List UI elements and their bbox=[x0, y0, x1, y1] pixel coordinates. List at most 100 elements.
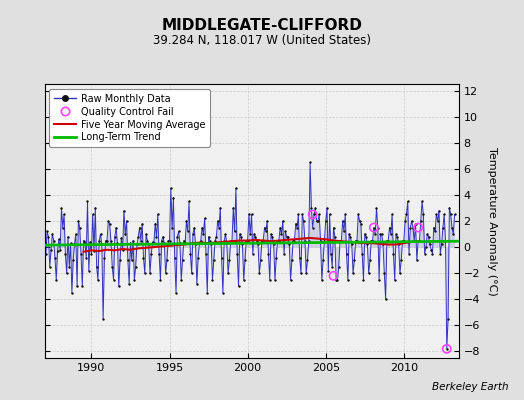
Point bbox=[137, 237, 145, 244]
Point bbox=[189, 231, 197, 237]
Point bbox=[67, 240, 75, 246]
Point bbox=[84, 267, 93, 274]
Point bbox=[99, 316, 107, 322]
Point bbox=[182, 218, 191, 224]
Point bbox=[405, 250, 413, 257]
Point bbox=[370, 224, 378, 231]
Point bbox=[439, 224, 447, 231]
Y-axis label: Temperature Anomaly (°C): Temperature Anomaly (°C) bbox=[486, 147, 497, 295]
Point bbox=[228, 237, 236, 244]
Point bbox=[210, 257, 218, 263]
Point bbox=[147, 250, 156, 257]
Point bbox=[51, 254, 59, 261]
Point bbox=[115, 283, 123, 290]
Point bbox=[332, 276, 340, 283]
Point bbox=[86, 239, 94, 245]
Point bbox=[237, 234, 245, 240]
Point bbox=[180, 237, 188, 244]
Text: 39.284 N, 118.017 W (United States): 39.284 N, 118.017 W (United States) bbox=[153, 34, 371, 47]
Point bbox=[190, 224, 199, 231]
Point bbox=[367, 237, 376, 244]
Point bbox=[306, 159, 314, 166]
Point bbox=[323, 205, 331, 211]
Point bbox=[121, 231, 129, 237]
Point bbox=[219, 290, 227, 296]
Point bbox=[232, 185, 240, 192]
Point bbox=[327, 250, 335, 257]
Point bbox=[97, 241, 106, 248]
Point bbox=[296, 254, 304, 261]
Point bbox=[417, 218, 425, 224]
Point bbox=[395, 241, 403, 248]
Point bbox=[266, 276, 274, 283]
Point bbox=[159, 234, 167, 240]
Point bbox=[100, 254, 108, 261]
Point bbox=[344, 276, 352, 283]
Point bbox=[212, 234, 221, 240]
Point bbox=[291, 220, 300, 227]
Point bbox=[339, 218, 347, 224]
Point bbox=[165, 237, 173, 244]
Point bbox=[134, 234, 143, 240]
Point bbox=[65, 264, 73, 270]
Point bbox=[438, 241, 446, 248]
Point bbox=[204, 234, 213, 240]
Point bbox=[169, 194, 178, 201]
Point bbox=[275, 237, 283, 244]
Point bbox=[383, 237, 391, 244]
Point bbox=[223, 240, 231, 246]
Point bbox=[181, 240, 189, 246]
Point bbox=[318, 276, 326, 283]
Point bbox=[298, 211, 307, 218]
Point bbox=[194, 254, 202, 261]
Point bbox=[444, 316, 452, 322]
Point bbox=[387, 231, 395, 237]
Point bbox=[261, 228, 270, 235]
Point bbox=[443, 346, 451, 352]
Point bbox=[73, 283, 81, 290]
Point bbox=[414, 237, 422, 244]
Point bbox=[396, 270, 404, 276]
Point bbox=[195, 240, 204, 246]
Point bbox=[116, 257, 124, 263]
Point bbox=[280, 250, 288, 257]
Point bbox=[380, 270, 388, 276]
Point bbox=[62, 270, 71, 276]
Point bbox=[203, 290, 212, 296]
Point bbox=[113, 240, 122, 246]
Point bbox=[393, 234, 401, 240]
Point bbox=[299, 218, 308, 224]
Point bbox=[224, 270, 232, 276]
Point bbox=[368, 237, 377, 244]
Point bbox=[198, 224, 206, 231]
Point bbox=[331, 234, 339, 240]
Point bbox=[309, 211, 317, 218]
Point bbox=[287, 276, 295, 283]
Point bbox=[188, 270, 196, 276]
Point bbox=[226, 237, 235, 244]
Point bbox=[414, 224, 422, 231]
Point bbox=[371, 231, 379, 237]
Point bbox=[172, 290, 180, 296]
Point bbox=[271, 276, 279, 283]
Point bbox=[263, 218, 271, 224]
Point bbox=[330, 273, 338, 279]
Point bbox=[347, 241, 356, 248]
Point bbox=[362, 234, 370, 240]
Point bbox=[61, 250, 70, 257]
Point bbox=[246, 231, 255, 237]
Point bbox=[314, 218, 322, 224]
Point bbox=[87, 250, 95, 257]
Point bbox=[152, 234, 161, 240]
Point bbox=[130, 276, 138, 283]
Point bbox=[398, 237, 407, 244]
Point bbox=[320, 237, 329, 244]
Point bbox=[239, 276, 248, 283]
Point bbox=[52, 276, 60, 283]
Point bbox=[389, 250, 398, 257]
Point bbox=[191, 241, 200, 248]
Point bbox=[199, 231, 208, 237]
Point bbox=[445, 205, 454, 211]
Point bbox=[64, 234, 72, 240]
Point bbox=[241, 257, 249, 263]
